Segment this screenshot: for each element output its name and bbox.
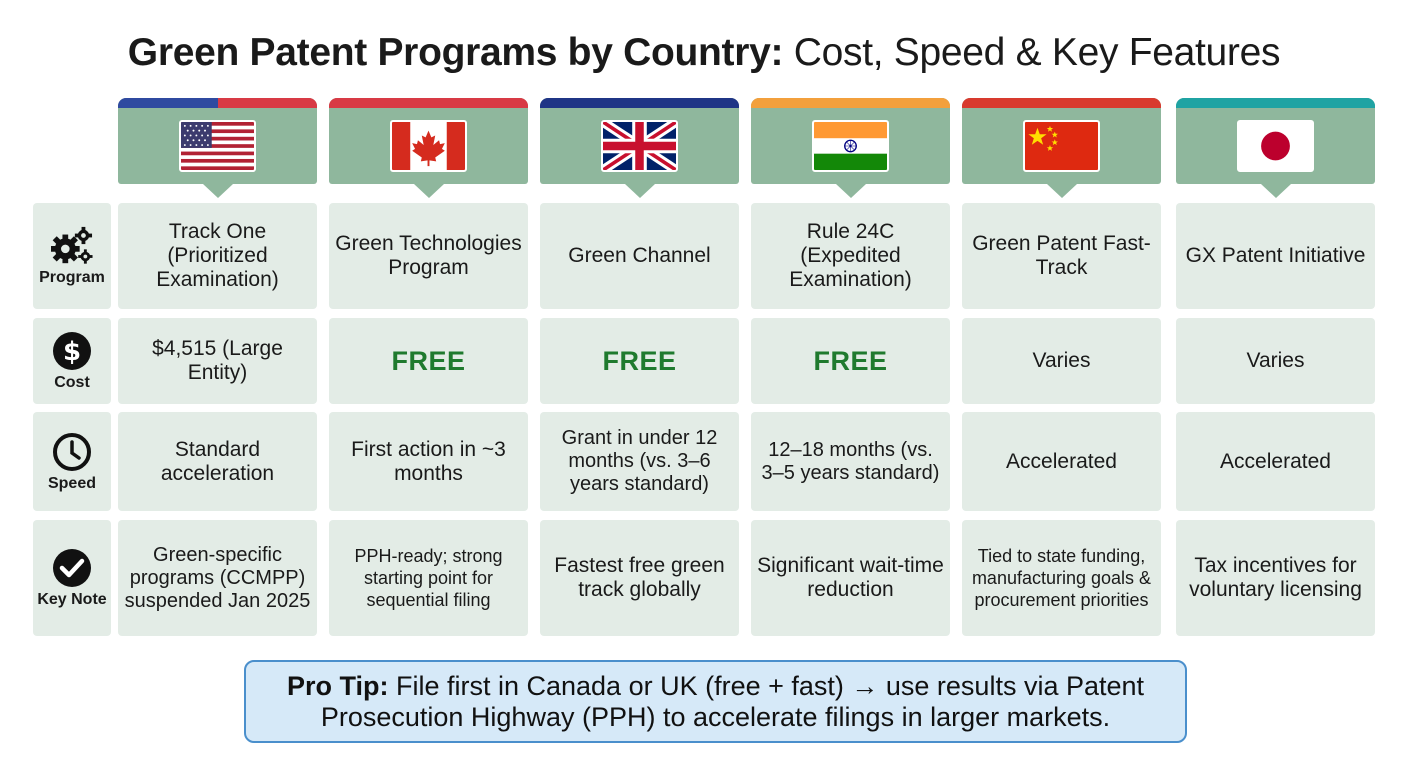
cell-text: Accelerated: [1220, 449, 1331, 473]
cell-text: GX Patent Initiative: [1185, 244, 1366, 267]
gears-icon: [51, 225, 93, 267]
checkmark-icon: [51, 547, 93, 589]
cell-speed-japan: Accelerated: [1176, 412, 1375, 511]
pro-tip-text: Pro Tip: File first in Canada or UK (fre…: [266, 671, 1165, 733]
row-label-program: Program: [33, 203, 111, 309]
china-flag-icon: [1023, 120, 1100, 172]
header-stripe: [1176, 98, 1375, 108]
cell-text: Green-specific programs (CCMPP) suspende…: [124, 543, 311, 612]
cell-speed-china: Accelerated: [962, 412, 1161, 511]
cell-text: Varies: [1032, 349, 1091, 372]
row-label-key-note: Key Note: [33, 520, 111, 636]
uk-flag-icon: [601, 120, 678, 172]
cell-cost-india: FREE: [751, 318, 950, 404]
page-title: Green Patent Programs by Country: Cost, …: [0, 30, 1408, 76]
column-header-india: [751, 98, 950, 198]
cell-cost-canada: FREE: [329, 318, 528, 404]
free-label: FREE: [813, 345, 888, 376]
header-pointer: [624, 184, 655, 198]
cell-text: Tied to state funding, manufacturing goa…: [971, 546, 1152, 610]
cell-text: Green Technologies Program: [335, 232, 522, 279]
free-label: FREE: [391, 345, 466, 376]
cell-note-india: Significant wait-time reduction: [751, 520, 950, 636]
canada-flag-icon: [390, 120, 467, 172]
cell-text: Green Patent Fast-Track: [972, 232, 1151, 279]
cell-speed-canada: First action in ~3 months: [329, 412, 528, 511]
pro-tip-box: Pro Tip: File first in Canada or UK (fre…: [244, 660, 1187, 743]
column-header-canada: [329, 98, 528, 198]
header-stripe: [118, 98, 317, 108]
row-label-text: Program: [39, 269, 105, 286]
row-label-speed: Speed: [33, 412, 111, 511]
india-flag-icon: [812, 120, 889, 172]
pro-tip-body: File first in Canada or UK (free + fast)…: [320, 670, 1145, 732]
title-regular: Cost, Speed & Key Features: [783, 31, 1281, 74]
cell-program-china: Green Patent Fast-Track: [962, 203, 1161, 309]
cell-program-uk: Green Channel: [540, 203, 739, 309]
column-header-japan: [1176, 98, 1375, 198]
header-pointer: [413, 184, 444, 198]
cell-program-japan: GX Patent Initiative: [1176, 203, 1375, 309]
cell-note-china: Tied to state funding, manufacturing goa…: [962, 520, 1161, 636]
cell-speed-usa: Standard acceleration: [118, 412, 317, 511]
cell-speed-uk: Grant in under 12 months (vs. 3–6 years …: [540, 412, 739, 511]
cell-note-uk: Fastest free green track globally: [540, 520, 739, 636]
cell-cost-usa: $4,515 (Large Entity): [118, 318, 317, 404]
header-pointer: [835, 184, 866, 198]
row-label-cost: $ Cost: [33, 318, 111, 404]
row-label-text: Speed: [47, 474, 96, 492]
cell-text: PPH-ready; strong starting point for seq…: [354, 546, 503, 610]
column-header-usa: [118, 98, 317, 198]
header-stripe: [751, 98, 950, 108]
header-stripe: [962, 98, 1161, 108]
dollar-icon: $: [51, 330, 93, 372]
cell-text: First action in ~3 months: [351, 437, 506, 485]
title-bold: Green Patent Programs by Country:: [127, 31, 784, 74]
cell-text: Grant in under 12 months (vs. 3–6 years …: [561, 427, 718, 495]
cell-cost-japan: Varies: [1176, 318, 1375, 404]
row-label-text: Cost: [54, 374, 90, 391]
cell-text: Tax incentives for voluntary licensing: [1189, 554, 1362, 601]
header-pointer: [1046, 184, 1077, 198]
cell-cost-uk: FREE: [540, 318, 739, 404]
cell-text: $4,515 (Large Entity): [152, 337, 283, 384]
cell-text: Varies: [1246, 349, 1305, 372]
header-stripe: [540, 98, 739, 108]
cell-text: Rule 24C (Expedited Examination): [789, 220, 912, 291]
header-pointer: [1260, 184, 1291, 198]
cell-text: Accelerated: [1006, 449, 1117, 473]
usa-flag-icon: [179, 120, 256, 172]
free-label: FREE: [602, 345, 677, 376]
header-pointer: [202, 184, 233, 198]
clock-icon: [51, 431, 93, 473]
cell-cost-china: Varies: [962, 318, 1161, 404]
cell-program-usa: Track One (Prioritized Examination): [118, 203, 317, 309]
row-label-text: Key Note: [37, 591, 107, 608]
cell-note-usa: Green-specific programs (CCMPP) suspende…: [118, 520, 317, 636]
column-header-china: [962, 98, 1161, 198]
pro-tip-label: Pro Tip:: [286, 670, 389, 701]
cell-text: Significant wait-time reduction: [757, 554, 944, 601]
column-header-uk: [540, 98, 739, 198]
cell-text: Fastest free green track globally: [554, 554, 725, 601]
cell-text: 12–18 months (vs. 3–5 years standard): [761, 438, 940, 484]
cell-program-india: Rule 24C (Expedited Examination): [751, 203, 950, 309]
cell-text: Green Channel: [568, 244, 711, 267]
cell-note-japan: Tax incentives for voluntary licensing: [1176, 520, 1375, 636]
cell-note-canada: PPH-ready; strong starting point for seq…: [329, 520, 528, 636]
japan-flag-icon: [1237, 120, 1314, 172]
cell-text: Standard acceleration: [160, 437, 275, 485]
cell-speed-india: 12–18 months (vs. 3–5 years standard): [751, 412, 950, 511]
cell-program-canada: Green Technologies Program: [329, 203, 528, 309]
cell-text: Track One (Prioritized Examination): [156, 220, 279, 291]
svg-text:$: $: [63, 337, 81, 367]
header-stripe: [329, 98, 528, 108]
